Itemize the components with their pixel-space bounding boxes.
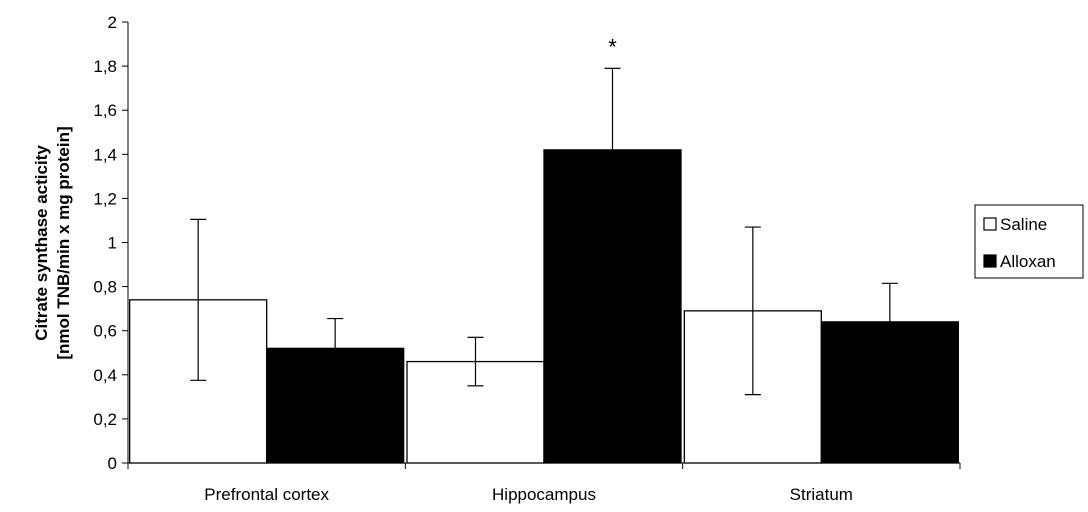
y-tick-label: 0,4 bbox=[93, 366, 117, 385]
y-tick-label: 1 bbox=[108, 234, 117, 253]
y-tick-label: 0,2 bbox=[93, 410, 117, 429]
y-tick-label: 0,8 bbox=[93, 278, 117, 297]
y-tick-label: 2 bbox=[108, 13, 117, 32]
x-tick-label: Striatum bbox=[790, 485, 853, 504]
x-tick-label: Hippocampus bbox=[492, 485, 596, 504]
legend-label-alloxan: Alloxan bbox=[1000, 252, 1056, 271]
legend-label-saline: Saline bbox=[1000, 215, 1047, 234]
y-tick-label: 1,8 bbox=[93, 57, 117, 76]
y-axis-label-line-2: [nmol TNB/min x mg protein] bbox=[54, 126, 73, 359]
x-tick-label: Prefrontal cortex bbox=[204, 485, 329, 504]
legend-swatch-saline bbox=[983, 217, 997, 231]
y-tick-label: 1,6 bbox=[93, 101, 117, 120]
y-axis-label: Citrate synthase acticity [nmol TNB/min … bbox=[32, 126, 73, 359]
y-tick-label: 0,6 bbox=[93, 322, 117, 341]
y-tick-label: 1,2 bbox=[93, 189, 117, 208]
plot-area: * bbox=[129, 34, 959, 464]
y-tick-label: 1,4 bbox=[93, 145, 117, 164]
legend: Saline Alloxan bbox=[974, 204, 1084, 279]
significance-marker: * bbox=[608, 34, 617, 59]
axes: 0 0,2 0,4 0,6 0,8 1 1,2 1,4 1,6 1,8 2 Prefrontal co… bbox=[93, 13, 961, 504]
y-axis-label-line-1: Citrate synthase acticity bbox=[32, 145, 51, 341]
legend-swatch-alloxan bbox=[983, 254, 997, 268]
y-tick-label: 0 bbox=[108, 454, 117, 473]
